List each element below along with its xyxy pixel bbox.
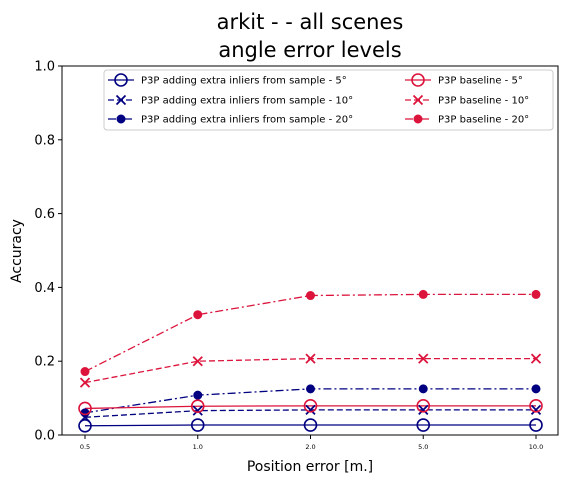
data-point-s5-4 <box>531 289 541 299</box>
x-tick-label: 10.0 <box>529 443 543 451</box>
x-tick-label: 1.0 <box>193 443 203 451</box>
x-tick-label: 0.5 <box>80 443 90 451</box>
data-point-s3-3 <box>416 399 431 413</box>
data-point-s0-2 <box>303 418 318 432</box>
data-point-s3-1 <box>190 399 205 414</box>
legend: P3P adding extra inliers from sample - 5… <box>103 69 554 131</box>
data-point-s4-3 <box>418 353 429 364</box>
data-point-s4-2 <box>305 353 316 364</box>
legend-marker <box>413 114 423 124</box>
legend-label: P3P baseline - 5° <box>438 76 523 87</box>
x-tick-label: 5.0 <box>418 443 428 451</box>
y-axis-ticks: 0.0 0.2 0.4 0.6 0.8 1.0 <box>34 60 62 444</box>
data-point-s1-2 <box>305 404 316 416</box>
series-line-5 <box>84 293 536 373</box>
data-point-s2-4 <box>531 384 541 394</box>
data-point-s1-1 <box>192 405 203 416</box>
y-tick-label: 0.6 <box>34 207 55 222</box>
legend-marker <box>115 94 127 106</box>
data-point-s4-0 <box>79 377 91 388</box>
legend-item-1: P3P adding extra inliers from sample - 1… <box>108 94 353 107</box>
legend-item-2: P3P adding extra inliers from sample - 2… <box>108 114 353 126</box>
data-point-s5-1 <box>193 310 203 320</box>
data-point-s5-0 <box>80 367 90 377</box>
data-point-s2-1 <box>193 390 203 400</box>
legend-item-5: P3P baseline - 20° <box>405 114 529 126</box>
x-axis-label: Position error [m.] <box>247 459 373 475</box>
chart-title-line-2: angle error levels <box>218 38 401 62</box>
data-point-s0-4 <box>529 418 543 432</box>
data-point-s5-2 <box>306 291 315 301</box>
y-axis-label: Accuracy <box>9 219 25 283</box>
data-point-s0-1 <box>190 418 205 432</box>
y-tick-label: 0.0 <box>34 429 55 444</box>
legend-marker <box>114 73 128 87</box>
y-tick-label: 0.4 <box>34 281 55 296</box>
x-axis-ticks: 0.5 1.0 2.0 5.0 10.0 <box>80 435 543 451</box>
legend-label: P3P adding extra inliers from sample - 2… <box>141 115 353 126</box>
chart-title-line-1: arkit - - all scenes <box>217 10 404 34</box>
data-point-s4-1 <box>192 356 203 367</box>
legend-item-0: P3P adding extra inliers from sample - 5… <box>108 73 347 87</box>
y-tick-label: 0.8 <box>34 133 55 148</box>
data-point-s5-3 <box>418 289 428 299</box>
data-point-s3-4 <box>529 399 543 413</box>
legend-label: P3P adding extra inliers from sample - 5… <box>141 76 347 87</box>
data-point-s0-3 <box>416 418 431 432</box>
legend-box <box>103 69 554 131</box>
legend-marker <box>411 73 425 87</box>
data-point-s2-3 <box>418 384 428 394</box>
legend-item-3: P3P baseline - 5° <box>405 73 523 87</box>
data-point-s3-2 <box>303 399 318 413</box>
legend-marker <box>116 114 126 124</box>
legend-marker <box>412 94 424 106</box>
data-point-s0-0 <box>78 418 92 433</box>
legend-label: P3P baseline - 20° <box>438 115 529 126</box>
series-line-4 <box>84 357 536 384</box>
data-point-s1-4 <box>530 404 542 416</box>
series-lines <box>84 293 536 427</box>
data-point-s4-4 <box>530 353 542 364</box>
data-point-s2-2 <box>306 384 315 394</box>
series-markers <box>78 289 543 433</box>
legend-item-4: P3P baseline - 10° <box>405 94 529 107</box>
y-tick-label: 1.0 <box>34 60 55 75</box>
legend-label: P3P adding extra inliers from sample - 1… <box>141 96 353 107</box>
data-point-s1-3 <box>418 404 429 416</box>
x-tick-label: 2.0 <box>305 443 315 451</box>
series-line-0 <box>84 424 536 427</box>
data-point-s3-0 <box>78 401 92 416</box>
y-tick-label: 0.2 <box>34 355 55 370</box>
legend-label: P3P baseline - 10° <box>438 96 529 107</box>
series-line-3 <box>84 405 536 410</box>
